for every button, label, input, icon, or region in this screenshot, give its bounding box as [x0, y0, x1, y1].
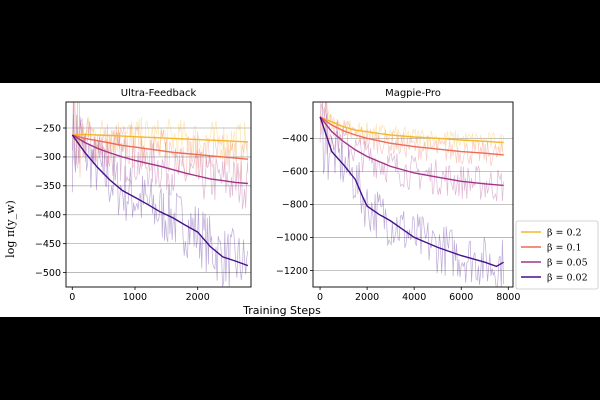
x-axis-label: Training Steps [242, 304, 321, 317]
y-tick-label: −1200 [276, 266, 308, 277]
series-noise-band [71, 102, 249, 287]
panel-title: Ultra-Feedback [121, 88, 197, 99]
y-tick-label: −800 [282, 200, 308, 211]
legend-frame [515, 220, 599, 290]
series-line [319, 116, 504, 156]
panel-title: Magpie-Pro [385, 88, 441, 99]
x-tick-label: 6000 [449, 292, 473, 303]
series-line [319, 116, 504, 187]
plot-frame [65, 101, 252, 288]
series-line [319, 116, 504, 144]
y-axis-label: log π(y_w) [4, 200, 17, 258]
y-tick-label: −350 [35, 181, 61, 192]
x-tick-label: 0 [317, 292, 323, 303]
x-tick-label: 1000 [123, 292, 147, 303]
x-tick-label: 2000 [186, 292, 210, 303]
plot-frame [312, 101, 514, 288]
x-tick-label: 0 [69, 292, 75, 303]
x-tick-label: 4000 [402, 292, 426, 303]
y-tick-label: −300 [35, 152, 61, 163]
series-line [72, 133, 248, 143]
figure-canvas: log π(y_w) Training Steps Ultra-Feedback… [0, 83, 600, 317]
series-noise-band [319, 102, 504, 202]
y-tick-label: −400 [282, 134, 308, 145]
panel-2: Magpie-Pro −400 −600 −800 −1000 −1200 0 2000 400… [276, 88, 521, 303]
figure: log π(y_w) Training Steps Ultra-Feedback… [4, 88, 599, 317]
x-tick-label: 2000 [355, 292, 379, 303]
series-noise-band [71, 102, 249, 210]
legend-label: β = 0.2 [547, 228, 582, 239]
y-tick-label: −600 [282, 167, 308, 178]
series-noise-band [319, 109, 504, 152]
y-tick-label: −500 [35, 268, 61, 279]
series-noise-band [71, 116, 249, 162]
series-line [71, 134, 248, 185]
y-tick-label: −400 [35, 210, 61, 221]
legend-label: β = 0.05 [547, 258, 588, 269]
legend: β = 0.2 β = 0.1 β = 0.05 β = 0.02 [515, 220, 599, 290]
y-tick-label: −450 [35, 239, 61, 250]
panel-1: Ultra-Feedback −250 −300 −350 −400 −450 −500 0 1… [35, 88, 252, 303]
series-line [72, 134, 248, 160]
legend-label: β = 0.02 [547, 273, 588, 284]
y-tick-label: −1000 [276, 233, 308, 244]
x-tick-label: 8000 [496, 292, 520, 303]
series-line [71, 134, 249, 267]
series-line [319, 116, 504, 268]
y-tick-label: −250 [35, 123, 61, 134]
series-noise-band [319, 102, 504, 167]
series-noise-band [322, 102, 504, 287]
legend-label: β = 0.1 [547, 243, 582, 254]
